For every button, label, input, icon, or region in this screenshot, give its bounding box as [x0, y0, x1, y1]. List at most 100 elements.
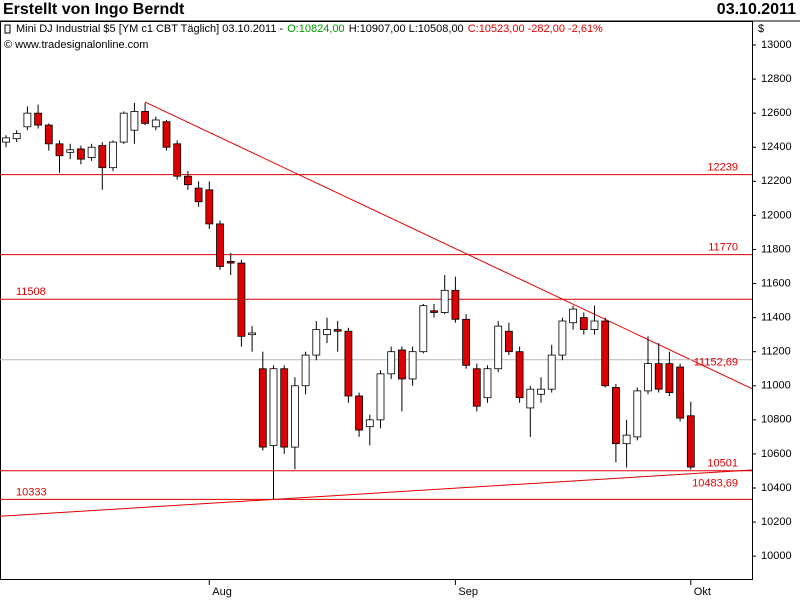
plot-frame [0, 21, 753, 580]
candle-body [194, 187, 203, 203]
candle-body [323, 329, 331, 336]
level-label: 11770 [708, 241, 738, 253]
candle-body [601, 320, 610, 387]
info-part: H:10907,00 L:10508,00 [349, 23, 464, 35]
candle-body [109, 141, 117, 169]
candle-body [612, 387, 620, 445]
y-tick-label: 12800 [761, 73, 792, 85]
candle-body [451, 289, 460, 320]
candle-body [2, 137, 10, 143]
y-tick-label: 11200 [761, 346, 791, 358]
candle-body [258, 368, 267, 448]
candle-body [526, 388, 535, 409]
candle-body [248, 332, 257, 336]
y-unit: $ [758, 23, 764, 35]
candle-body [558, 320, 567, 356]
y-tick-label: 11600 [761, 277, 791, 289]
candle-body [504, 330, 513, 353]
candle-body [408, 351, 417, 380]
level-label: 10333 [16, 486, 47, 498]
trendline [144, 101, 753, 390]
trend-end-label: 10483,69 [692, 478, 738, 490]
info-line: Mini DJ Industrial $5 [YM c1 CBT Täglich… [16, 23, 603, 35]
level-label: 11508 [16, 286, 46, 298]
y-tick-label: 10000 [761, 550, 792, 562]
y-tick-label: 10800 [761, 414, 792, 426]
y-tick-label: 12400 [761, 141, 792, 153]
y-tick-label: 12000 [761, 209, 792, 221]
candle-body [397, 349, 406, 380]
x-tick-label: Okt [694, 586, 711, 598]
candle-body [173, 143, 182, 177]
candle-body [77, 148, 85, 160]
x-tick-label: Aug [212, 586, 232, 598]
candle-body [333, 329, 342, 332]
info-part: C:10523,00 -282,00 -2,61% [468, 23, 603, 35]
candle-body [654, 363, 663, 390]
candle-body [34, 112, 42, 126]
candle-body [665, 363, 674, 393]
candle-body [23, 112, 32, 128]
candle-body [12, 133, 21, 140]
candle-body [644, 363, 652, 392]
candle-body [676, 366, 684, 419]
copyright: © www.tradesignalonline.com [4, 39, 148, 51]
candle-body [269, 368, 278, 446]
candle-body [579, 317, 588, 330]
y-tick-label: 12600 [761, 107, 792, 119]
level-label: 12239 [707, 162, 738, 174]
x-tick-label: Sep [458, 586, 478, 598]
candle-body [430, 310, 438, 313]
candle-body [569, 308, 577, 324]
candle-body [226, 260, 235, 264]
candle-body [483, 368, 492, 399]
trendline [0, 469, 753, 517]
header-date: 03.10.2011 [717, 1, 796, 18]
candle-body [55, 143, 64, 157]
candle-body [547, 354, 556, 390]
candle-body [237, 262, 246, 337]
candle-body [686, 415, 695, 468]
candle-body [280, 368, 289, 448]
level-label: 10501 [707, 458, 738, 470]
candle-body [44, 124, 53, 145]
y-tick-label: 11000 [761, 380, 791, 392]
candle-body [216, 223, 224, 267]
y-tick-label: 10200 [761, 516, 792, 528]
candle-body [312, 329, 321, 356]
candle-body [290, 385, 299, 448]
candle-body [130, 111, 139, 131]
candle-body [141, 111, 150, 124]
candle-body [515, 351, 524, 399]
trend-end-label: 11152,69 [694, 357, 738, 369]
candle-body [440, 289, 449, 313]
candle-body [462, 318, 471, 366]
candle-body [98, 145, 107, 169]
y-tick-label: 10400 [761, 482, 792, 494]
candle-body [66, 149, 75, 153]
candle-body [633, 390, 642, 438]
candle-body [365, 419, 374, 428]
info-part: O:10824,00 [287, 23, 345, 35]
candle-body [537, 388, 545, 395]
candle-body [376, 373, 385, 421]
candle-body [151, 119, 160, 128]
candle-body [344, 330, 353, 397]
y-tick-label: 13000 [761, 39, 792, 51]
candle-body [183, 175, 192, 186]
candle-body [162, 121, 171, 148]
y-tick-label: 11400 [761, 312, 791, 324]
info-icon [4, 24, 11, 34]
y-tick-label: 12200 [761, 175, 792, 187]
candle-body [301, 354, 310, 387]
candle-body [87, 146, 96, 158]
candle-body [472, 368, 481, 407]
candle-body [387, 351, 396, 375]
candle-body [205, 189, 214, 225]
candle-body [590, 320, 599, 330]
candle-body [119, 112, 128, 143]
candle-body [355, 395, 364, 431]
